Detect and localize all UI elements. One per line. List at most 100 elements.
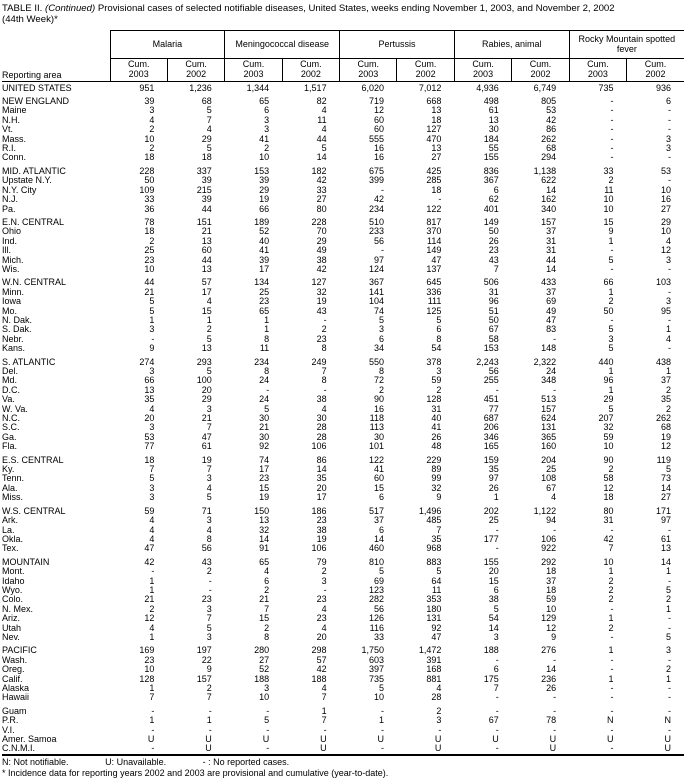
cell: 5 — [206, 622, 212, 633]
cell: 122 — [368, 454, 384, 465]
cell: 3 — [149, 366, 155, 376]
cell: 74 — [373, 305, 384, 316]
cell: 101 — [368, 441, 384, 452]
cell: U — [492, 734, 499, 745]
cell: 262 — [655, 413, 671, 424]
cell: 44 — [316, 133, 327, 144]
cell: 35 — [431, 533, 442, 544]
cell: - — [151, 724, 155, 735]
cell: - — [668, 314, 671, 325]
cell: - — [668, 175, 671, 186]
table-row: Alaska 1 2 3 4 5 4 7 26 - - — [2, 683, 684, 693]
cell: 9 — [608, 226, 614, 237]
cell: 14 — [546, 184, 557, 195]
table-row: MOUNTAIN 42 43 65 79 810 883 155 292 10 14 — [2, 557, 684, 567]
cell: 5 — [608, 324, 614, 335]
cell: - — [208, 705, 212, 716]
cell: 31 — [546, 235, 557, 246]
cell: 52 — [259, 664, 270, 675]
group-header-row: Reporting area Malaria Meningococcal dis… — [2, 29, 684, 82]
table-row: S. Dak. 3 2 1 2 3 6 67 83 5 1 — [2, 324, 684, 335]
row-label: Conn. — [2, 152, 27, 163]
cell: 8 — [436, 333, 442, 344]
cell: 7 — [608, 543, 614, 554]
cell: 2 — [149, 603, 155, 614]
cell: 35 — [316, 473, 327, 484]
table-row: Wash. 23 22 27 57 603 391 - - - - — [2, 654, 684, 665]
cell: 35 — [660, 394, 671, 405]
table-row: Ill. 25 60 41 49 - 149 23 31 - 12 — [2, 245, 684, 255]
cell: - — [208, 584, 212, 595]
cell: U — [147, 734, 155, 745]
row-label: Mont. — [2, 566, 25, 577]
cell: 80 — [316, 203, 327, 214]
cell: 3 — [206, 473, 212, 484]
cell: - — [610, 664, 614, 675]
table-row: Calif. 128 157 188 188 735 881 175 236 1 1 — [2, 673, 684, 684]
cell: 2 — [149, 143, 155, 154]
table-row: Hawaii 7 7 10 7 10 28 - - - - — [2, 692, 684, 702]
cell: 951 — [139, 82, 155, 93]
row-label: Wash. — [2, 654, 28, 665]
cell: 687 — [483, 413, 499, 424]
cell: 2 — [321, 566, 327, 577]
cell: 40 — [259, 235, 270, 246]
cell: 8 — [264, 366, 270, 376]
cell: 5 — [206, 492, 212, 503]
cell: 2 — [206, 324, 212, 335]
cell: 188 — [311, 673, 327, 684]
cell: 52 — [259, 226, 270, 237]
cell: 9 — [206, 664, 212, 675]
cell: 168 — [426, 664, 442, 675]
footnote-incidence-note: * Incidence data for reporting years 200… — [2, 767, 389, 778]
cell: 2 — [149, 124, 155, 135]
cell: 37 — [546, 286, 557, 297]
cell: 1,236 — [189, 82, 212, 93]
cell: 137 — [426, 263, 442, 274]
cell: 86 — [316, 454, 327, 465]
cell: 47 — [431, 254, 442, 265]
cell: 440 — [598, 356, 614, 367]
cell: 15 — [603, 216, 614, 227]
cell: 70 — [316, 226, 327, 237]
cell: 44 — [546, 254, 557, 265]
cell: 28 — [316, 422, 327, 433]
cell: 92 — [259, 441, 270, 452]
cell: 4 — [264, 566, 270, 577]
cell: 2 — [608, 594, 614, 605]
cell: 44 — [201, 203, 212, 214]
cell: 30 — [373, 431, 384, 442]
cell: 9 — [149, 343, 155, 354]
cell: 6 — [493, 664, 499, 675]
cell: - — [495, 654, 499, 665]
cell: 18 — [144, 454, 155, 465]
table-row: Nev. 1 3 8 20 33 47 3 9 - 5 — [2, 632, 684, 642]
cell: 186 — [311, 505, 327, 516]
cell: 498 — [483, 96, 499, 107]
cell: - — [151, 705, 155, 716]
cell: 624 — [541, 413, 557, 424]
cell: 1 — [493, 492, 499, 503]
cell: 153 — [254, 165, 270, 176]
sub-col-header-cum-2003: Cum. 2003 — [339, 58, 397, 82]
cell: 470 — [426, 133, 442, 144]
cell: 6 — [378, 524, 384, 535]
cell: U — [320, 734, 327, 745]
cell: 4 — [551, 492, 557, 503]
cell: 8 — [321, 375, 327, 386]
cell: 155 — [483, 152, 499, 163]
cell: 67 — [546, 482, 557, 493]
cell: 106 — [311, 441, 327, 452]
cell: 66 — [603, 277, 614, 288]
cell: 50 — [144, 175, 155, 186]
title-continued: (Continued) — [45, 3, 96, 14]
cell: 1 — [608, 566, 614, 577]
cell: U — [205, 743, 212, 754]
cell: 11 — [259, 343, 270, 354]
cell: 10 — [603, 194, 614, 205]
cell: 968 — [426, 543, 442, 554]
sub-col-header-cum-2002: Cum. 2002 — [396, 58, 455, 82]
cell: 274 — [139, 356, 155, 367]
cell: 735 — [368, 673, 384, 684]
